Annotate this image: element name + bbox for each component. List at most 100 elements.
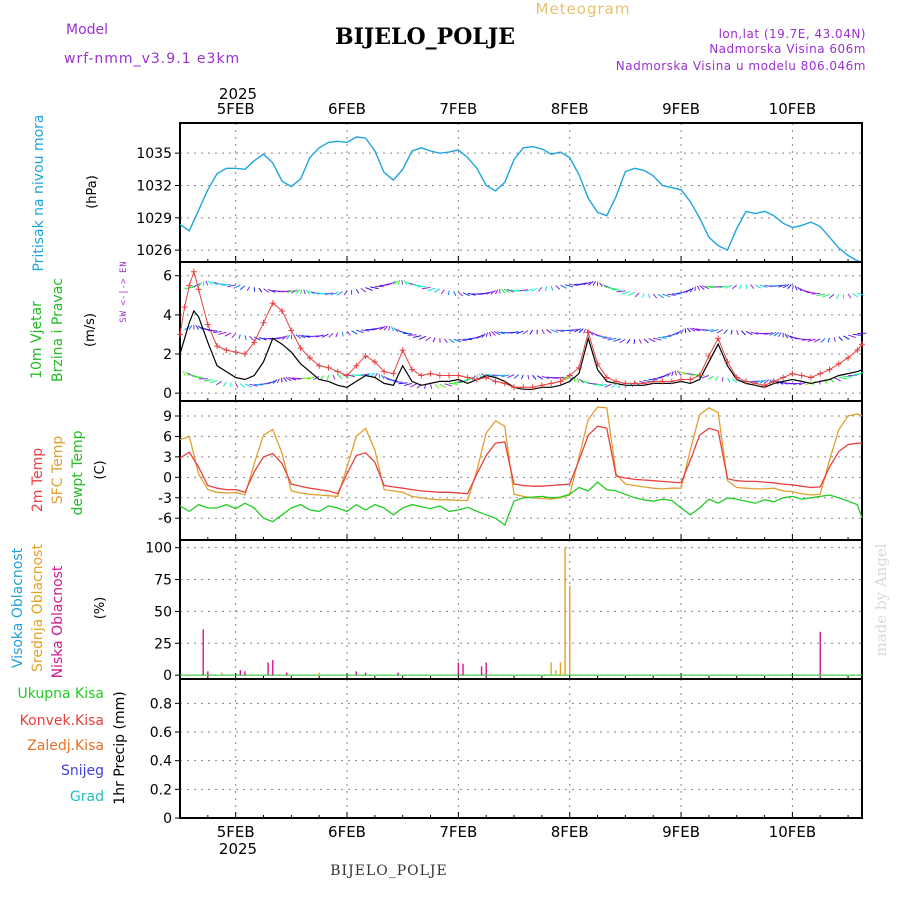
gust-marker: [251, 339, 258, 346]
wind-arrow: [541, 329, 545, 335]
wind-arrow: [755, 284, 762, 289]
y-tick-label: 50: [154, 604, 172, 620]
wind-arrow: [666, 372, 672, 377]
wind-arrow: [857, 371, 865, 376]
wind-arrow: [488, 331, 492, 337]
wind-arrow: [351, 374, 361, 377]
y-tick-label: 6: [163, 429, 172, 445]
y-tick-label: 0: [163, 386, 172, 402]
wind-arrow: [764, 332, 774, 335]
wind-arrow: [560, 284, 567, 289]
wind-arrow: [510, 331, 519, 334]
wind-arrow: [787, 334, 793, 339]
sfc-ylabel: SFC Temp: [50, 436, 66, 505]
wind-arrow: [583, 328, 586, 334]
y-tick-label: 0: [163, 470, 172, 486]
wind-arrow: [727, 377, 731, 383]
wind-arrow: [503, 288, 510, 294]
wind-arrow: [383, 325, 388, 331]
wind-arrow: [244, 335, 247, 340]
panel-frame: [179, 678, 863, 819]
gust-marker: [306, 354, 313, 361]
wind-arrow: [601, 283, 608, 289]
panel-frame: [179, 400, 863, 541]
y-tick-label: 3: [163, 450, 172, 466]
wind-arrow: [653, 377, 663, 380]
wind-arrow: [662, 335, 672, 338]
top-day-label: 8FEB: [551, 100, 589, 118]
pressure-line: [179, 136, 863, 263]
wind-arrow: [448, 338, 455, 344]
wind-arrow: [686, 327, 691, 333]
wind-arrow: [440, 289, 445, 295]
gust-marker: [743, 378, 750, 385]
wind-arrow: [421, 286, 431, 290]
wind-arrow: [430, 384, 433, 389]
wind-arrow: [216, 380, 223, 386]
wind-arrow: [578, 328, 584, 334]
wind-arrow: [404, 382, 413, 387]
gust-marker: [622, 380, 629, 387]
wind-arrow: [281, 335, 288, 340]
wind-arrow: [738, 284, 742, 290]
wind-arrow: [403, 280, 408, 286]
gust-marker: [659, 378, 666, 385]
wind-arrow: [328, 333, 334, 338]
wind-arrow: [336, 291, 343, 296]
wind-arrow: [667, 293, 676, 296]
wind-arrow: [496, 331, 505, 335]
wind-arrow: [847, 334, 856, 338]
wind-arrow: [827, 337, 830, 343]
wind-arrow: [704, 329, 714, 332]
wind-arrow: [686, 373, 696, 376]
y-tick-label: 9: [163, 409, 172, 425]
wind-arrow: [370, 286, 379, 290]
wind-arrow: [616, 290, 626, 293]
gust-marker: [195, 286, 202, 293]
wind-arrow: [598, 383, 607, 387]
gust-marker: [761, 382, 768, 389]
precip-legend-item: Grad: [70, 789, 104, 805]
wind-arrow: [506, 288, 515, 293]
gust-marker: [186, 282, 193, 289]
wind-arrow: [258, 337, 267, 341]
wind-arrow: [716, 329, 724, 334]
wind-arrow: [306, 376, 315, 380]
precip-ylabel: 1hr Precip (mm): [112, 691, 128, 804]
precip-legend-item: Konvek.Kisa: [20, 713, 104, 729]
gust-marker: [752, 380, 759, 387]
wind-arrow: [254, 383, 264, 386]
bottom-day-label: 10FEB: [769, 823, 816, 841]
wind-arrow: [481, 333, 486, 339]
panel-cloud: 0 25 50 75 100: [145, 539, 863, 684]
gust-marker: [279, 307, 286, 314]
wind-arrow: [327, 375, 329, 380]
wind-arrow: [759, 379, 767, 384]
wind-arrow: [286, 334, 291, 340]
wind-arrow: [351, 330, 358, 335]
wind-arrow: [619, 338, 626, 344]
top-day-label: 5FEB: [217, 100, 255, 118]
panel-precip: 0 0.2 0.4 0.6 0.8: [150, 678, 863, 827]
wind-arrow: [335, 332, 339, 338]
wind-arrow: [218, 331, 227, 335]
wind-arrow: [692, 327, 700, 332]
wind-arrow: [674, 370, 677, 376]
wind-arrow: [798, 381, 807, 386]
top-day-label: 6FEB: [328, 100, 366, 118]
gust-marker: [214, 343, 221, 350]
elevation-text: Nadmorska Visina 606m: [709, 42, 866, 56]
wind-arrow: [458, 291, 464, 297]
wind-arrow: [550, 285, 554, 291]
wind-arrow: [680, 289, 689, 294]
gust-marker: [687, 376, 694, 383]
wind-arrow: [532, 374, 537, 380]
wind-arrow: [224, 332, 232, 337]
wind-arrow: [680, 329, 684, 334]
wind-arrow: [310, 335, 320, 338]
wind-arrow: [638, 339, 642, 344]
wind-arrow: [714, 376, 719, 382]
wind-arrow: [337, 374, 343, 379]
wind-arrow: [501, 374, 510, 378]
y-tick-label: 100: [145, 541, 172, 557]
